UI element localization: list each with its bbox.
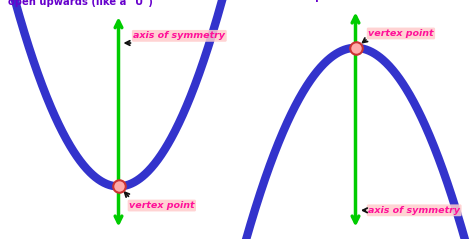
Text: open upwards (like a "U"): open upwards (like a "U") (9, 0, 154, 7)
Text: vertex point: vertex point (129, 201, 195, 210)
Text: axis of symmetry: axis of symmetry (133, 31, 225, 40)
Text: upside-down "U": upside-down "U" (309, 0, 402, 2)
Text: axis of symmetry: axis of symmetry (368, 206, 460, 215)
Text: vertex point: vertex point (368, 29, 434, 38)
